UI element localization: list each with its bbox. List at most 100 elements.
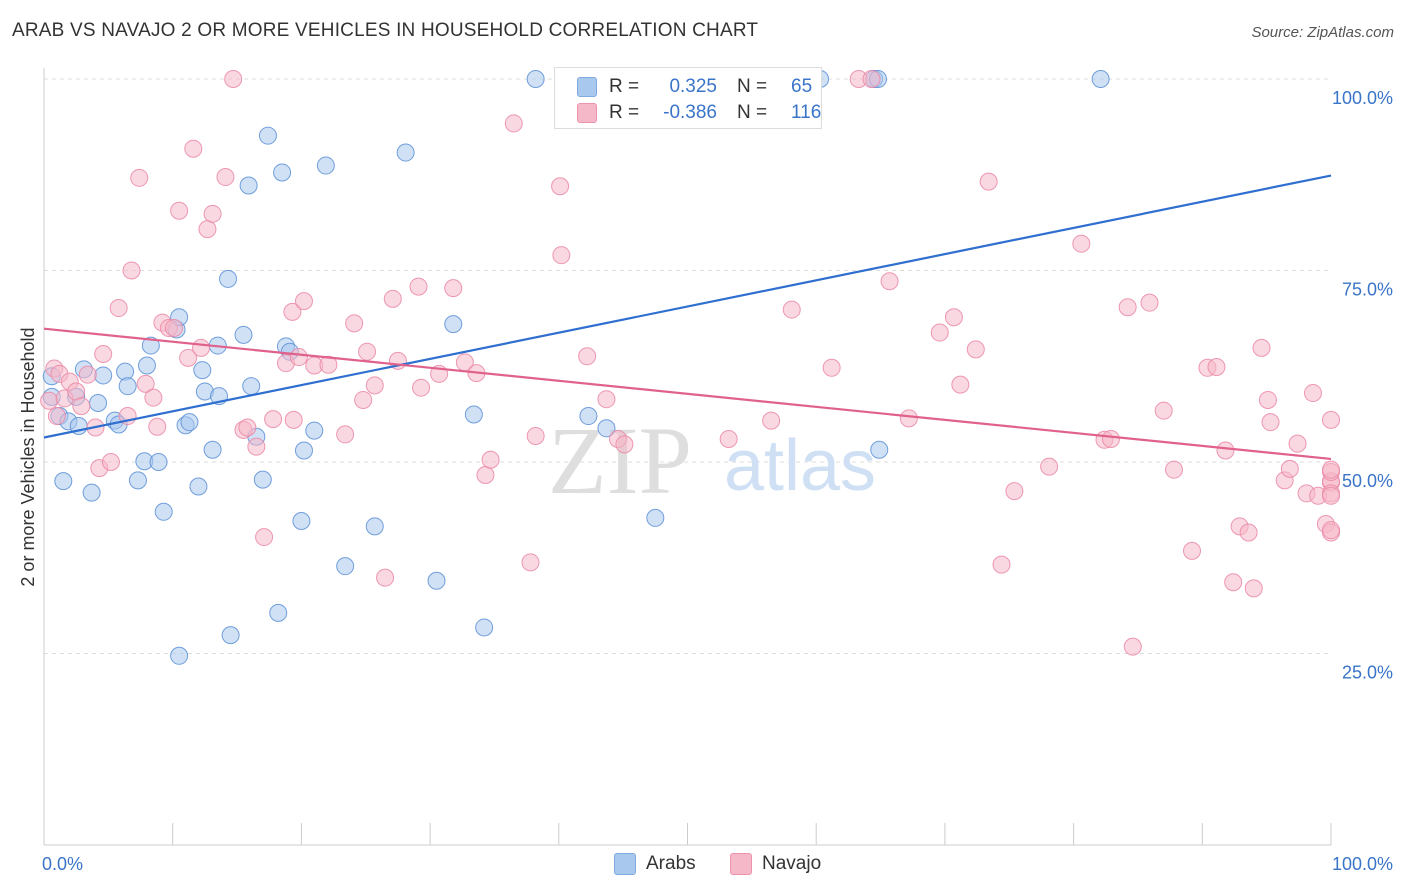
data-point <box>319 355 338 374</box>
data-point <box>578 347 597 366</box>
data-point <box>1261 413 1280 432</box>
data-point <box>880 272 899 291</box>
data-point <box>365 517 384 536</box>
data-point <box>247 437 266 456</box>
data-point <box>1224 573 1243 592</box>
data-point <box>526 426 545 445</box>
data-point <box>365 376 384 395</box>
data-point <box>579 407 598 426</box>
x-tick-label: 100.0% <box>1332 854 1393 874</box>
grid-lines <box>44 78 1331 654</box>
data-point <box>234 325 253 344</box>
data-point <box>219 269 238 288</box>
series-swatch-navajo <box>730 853 752 875</box>
data-point <box>294 292 313 311</box>
data-point <box>264 410 283 429</box>
tick-labels: 25.0% 50.0% 75.0% 100.0% 0.0% 100.0% <box>42 88 1393 874</box>
data-point <box>1101 430 1120 449</box>
data-point <box>149 453 168 471</box>
data-point <box>870 440 889 459</box>
data-point <box>944 308 963 327</box>
data-point <box>719 430 738 449</box>
data-point <box>89 394 108 413</box>
data-point <box>782 300 801 319</box>
data-point <box>144 388 163 407</box>
data-point <box>203 440 222 459</box>
legend-row-arabs: R = 0.325 N = 65 <box>577 74 812 100</box>
data-point <box>1123 637 1142 656</box>
data-point <box>170 201 189 220</box>
data-point <box>40 391 59 410</box>
legend-n-value: 116 <box>791 102 822 123</box>
data-point <box>475 618 494 637</box>
data-point <box>109 299 128 318</box>
data-point <box>292 511 311 530</box>
y-tick-label: 100.0% <box>1332 88 1393 108</box>
series-legend-navajo: Navajo <box>730 850 821 878</box>
data-point <box>646 508 665 527</box>
data-point <box>164 318 183 337</box>
data-point <box>136 374 155 393</box>
data-point <box>316 156 335 175</box>
data-points <box>40 70 1340 665</box>
legend-r-label: R = <box>609 76 640 97</box>
data-point <box>1239 523 1258 542</box>
data-point <box>141 336 160 355</box>
data-point <box>1183 541 1202 560</box>
data-point <box>444 315 463 334</box>
data-point <box>94 366 113 385</box>
x-tick-label: 0.0% <box>42 854 83 874</box>
data-point <box>552 246 571 265</box>
data-point <box>148 417 167 436</box>
data-point <box>118 377 137 396</box>
data-point <box>122 261 141 280</box>
trend-line-navajo <box>43 327 1332 461</box>
data-point <box>54 472 73 491</box>
data-point <box>354 390 373 409</box>
data-point <box>1303 384 1322 403</box>
data-point <box>137 356 156 375</box>
data-point <box>521 553 540 572</box>
data-point <box>526 70 545 88</box>
data-point <box>154 502 173 521</box>
data-point <box>899 409 918 428</box>
legend-r-label: R = <box>609 102 640 123</box>
data-point <box>444 279 463 298</box>
data-point <box>1216 441 1235 460</box>
data-point <box>481 450 500 469</box>
data-point <box>1118 298 1137 317</box>
data-point <box>82 483 101 502</box>
data-point <box>179 348 198 367</box>
data-point <box>253 470 272 489</box>
data-point <box>762 411 781 430</box>
data-point <box>336 557 355 576</box>
data-point <box>396 143 415 162</box>
data-point <box>72 397 91 416</box>
chart-title: ARAB VS NAVAJO 2 OR MORE VEHICLES IN HOU… <box>12 20 759 41</box>
data-point <box>1164 460 1183 479</box>
data-point <box>130 168 149 187</box>
data-point <box>1207 358 1226 377</box>
data-point <box>504 114 523 133</box>
data-point <box>992 555 1011 574</box>
data-point <box>383 289 402 308</box>
data-point <box>1322 521 1340 540</box>
data-point <box>464 405 483 424</box>
data-point <box>376 568 395 587</box>
y-tick-label: 25.0% <box>1342 663 1393 683</box>
data-point <box>1258 390 1277 409</box>
data-point <box>551 177 570 196</box>
data-point <box>273 163 292 182</box>
data-point <box>345 314 364 333</box>
y-axis-label: 2 or more Vehicles in Household <box>18 327 38 586</box>
legend-n-label: N = <box>737 102 768 123</box>
watermark-atlas: atlas <box>724 426 876 506</box>
data-point <box>242 377 261 396</box>
data-point <box>221 626 240 645</box>
data-point <box>597 390 616 409</box>
data-point <box>412 378 431 397</box>
series-arabs <box>42 70 1110 665</box>
data-point <box>258 126 277 145</box>
data-point <box>862 70 881 88</box>
data-point <box>239 176 258 195</box>
